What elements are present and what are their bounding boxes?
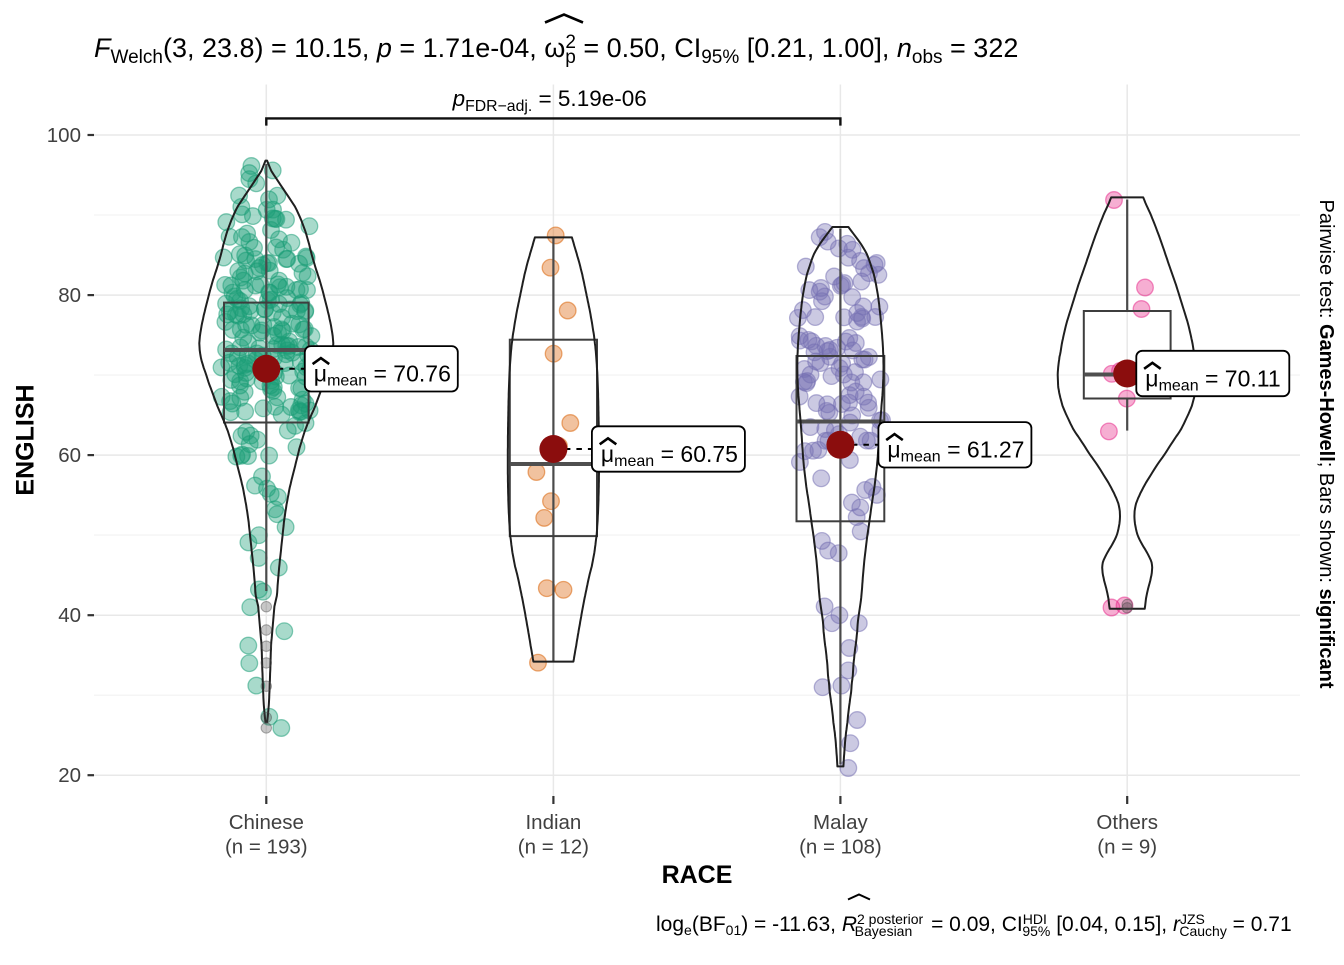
- svg-text:60: 60: [58, 444, 81, 467]
- svg-text:20: 20: [58, 764, 81, 787]
- svg-text:Malay: Malay: [813, 811, 868, 834]
- svg-text:loge(BF01) = -11.63, R2 poster: loge(BF01) = -11.63, R2 posterior Bayesia…: [656, 911, 1292, 939]
- svg-text:Pairwise test: Games-Howell; B: Pairwise test: Games-Howell; Bars shown:…: [1315, 199, 1337, 688]
- svg-text:80: 80: [58, 284, 81, 307]
- svg-text:Chinese: Chinese: [229, 811, 304, 834]
- svg-text:100: 100: [47, 124, 81, 147]
- svg-text:(n = 108): (n = 108): [799, 836, 882, 859]
- svg-text:μmean = 60.75: μmean = 60.75: [601, 441, 738, 470]
- svg-text:pFDR−adj. = 5.19e-06: pFDR−adj. = 5.19e-06: [452, 86, 647, 115]
- svg-text:(n = 193): (n = 193): [225, 836, 308, 859]
- svg-text:Others: Others: [1096, 811, 1158, 834]
- svg-text:40: 40: [58, 604, 81, 627]
- svg-text:RACE: RACE: [662, 861, 733, 889]
- svg-text:(n = 12): (n = 12): [518, 836, 589, 859]
- svg-text:Indian: Indian: [525, 811, 581, 834]
- svg-text:μmean = 70.11: μmean = 70.11: [1145, 365, 1280, 394]
- svg-text:(n = 9): (n = 9): [1097, 836, 1157, 859]
- svg-text:FWelch(3, 23.8) = 10.15, p = 1: FWelch(3, 23.8) = 10.15, p = 1.71e-04, ω…: [94, 32, 1018, 68]
- svg-text:ENGLISH: ENGLISH: [12, 384, 40, 495]
